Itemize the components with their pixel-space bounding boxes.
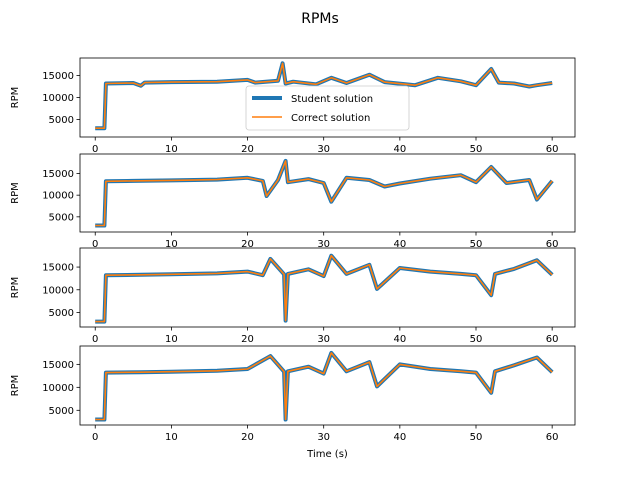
series-student-solution [95,158,554,228]
y-tick-label: 5000 [49,406,74,417]
legend-entry: Correct solution [291,113,370,124]
x-tick-label: 0 [92,144,98,155]
y-tick-label: 10000 [42,285,74,296]
series-correct-solution [95,160,553,227]
x-tick-label: 20 [241,144,254,155]
x-tick-label: 50 [470,239,483,250]
y-tick-label: 10000 [42,93,74,104]
x-tick-label: 40 [393,239,406,250]
y-tick-label: 15000 [42,71,74,82]
axes-frame [79,153,576,233]
x-tick-label: 30 [317,432,330,443]
x-tick-label: 0 [92,432,98,443]
series-correct-solution [95,352,553,421]
x-tick-label: 60 [546,144,559,155]
series-student-solution [95,253,554,324]
x-tick-label: 20 [241,239,254,250]
chart-title: RPMs [301,11,339,27]
y-tick-label: 15000 [42,263,74,274]
y-tick-label: 5000 [49,212,74,223]
legend-entry: Student solution [291,94,373,105]
subplot-1: 0 10 20 30 40 50 60 5000 10000 15000 RPM Student so… [10,57,576,155]
y-tick-label: 5000 [49,115,74,126]
axes-frame [79,345,576,426]
x-tick-label: 10 [165,432,178,443]
x-tick-label: 40 [393,334,406,345]
x-axis-label: Time (s) [306,449,348,460]
x-tick-label: 30 [317,334,330,345]
y-tick-label: 10000 [42,383,74,394]
y-tick-label: 5000 [49,308,74,319]
subplot-3: 0 10 20 30 40 50 60 5000 10000 15000 RPM [10,247,576,345]
x-tick-label: 60 [546,239,559,250]
y-axis-label: RPM [10,277,21,299]
x-tick-label: 50 [470,144,483,155]
x-tick-label: 0 [92,334,98,345]
legend: Student solution Correct solution [245,85,410,131]
x-tick-label: 40 [393,432,406,443]
x-tick-label: 30 [317,239,330,250]
x-tick-label: 10 [165,144,178,155]
y-axis-label: RPM [10,87,21,109]
x-tick-label: 20 [241,432,254,443]
y-tick-label: 10000 [42,191,74,202]
y-axis-label: RPM [10,375,21,397]
x-tick-label: 40 [393,144,406,155]
x-tick-label: 60 [546,432,559,443]
subplot-4: 0 10 20 30 40 50 60 5000 10000 15000 RPM Time (s) [10,345,576,460]
x-tick-label: 50 [470,334,483,345]
series-correct-solution [95,254,553,323]
series-correct-solution [95,62,553,129]
x-tick-label: 0 [92,239,98,250]
y-tick-label: 15000 [42,360,74,371]
x-tick-label: 60 [546,334,559,345]
x-tick-label: 50 [470,432,483,443]
y-axis-label: RPM [10,182,21,204]
x-tick-label: 10 [165,239,178,250]
y-tick-label: 15000 [42,169,74,180]
series-student-solution [95,350,554,422]
x-tick-label: 30 [317,144,330,155]
x-tick-label: 10 [165,334,178,345]
subplot-2: 0 10 20 30 40 50 60 5000 10000 15000 RPM [10,153,576,250]
axes-frame [79,247,576,328]
legend-box [245,85,410,131]
x-tick-label: 20 [241,334,254,345]
